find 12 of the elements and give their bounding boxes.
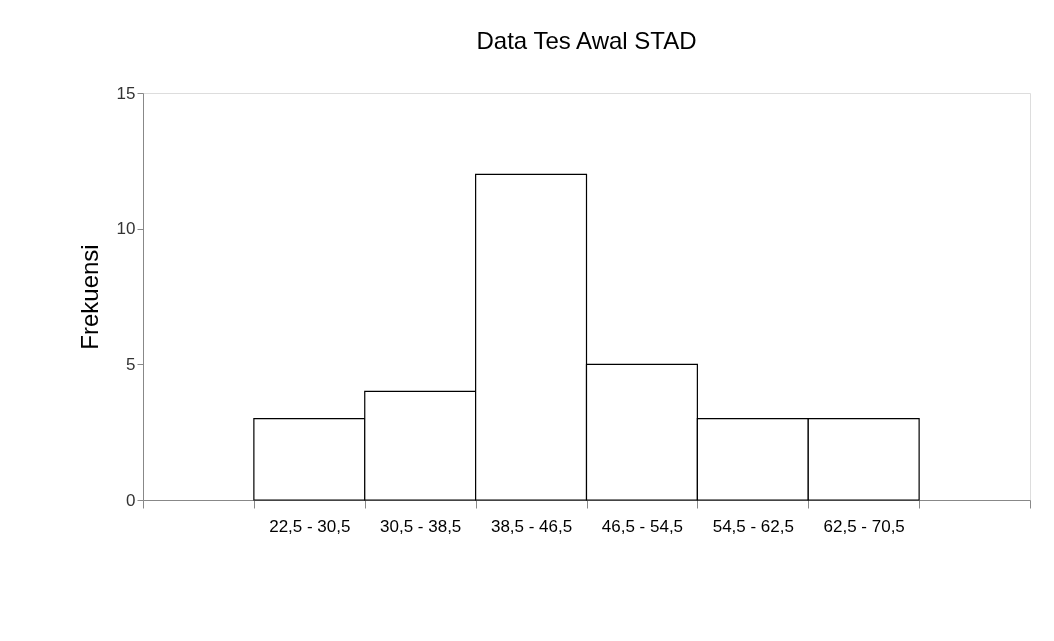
y-tick-label: 5 — [126, 354, 136, 374]
x-tick-label: 46,5 - 54,5 — [601, 516, 684, 536]
y-tick-label: 10 — [116, 219, 136, 239]
y-tick-label: 0 — [126, 490, 136, 510]
x-tick-label: 30,5 - 38,5 — [380, 516, 462, 536]
y-tick-label: 15 — [116, 83, 136, 103]
x-tick-label: 22,5 - 30,5 — [269, 516, 351, 536]
x-tick-label: 62,5 - 70,5 — [823, 516, 905, 536]
x-tick-label: 54,5 - 62,5 — [712, 516, 794, 536]
chart-title: Data Tes Awal STAD — [476, 27, 697, 54]
y-axis-title: Frekuensi — [75, 244, 103, 350]
x-tick-label: 38,5 - 46,5 — [490, 516, 573, 536]
